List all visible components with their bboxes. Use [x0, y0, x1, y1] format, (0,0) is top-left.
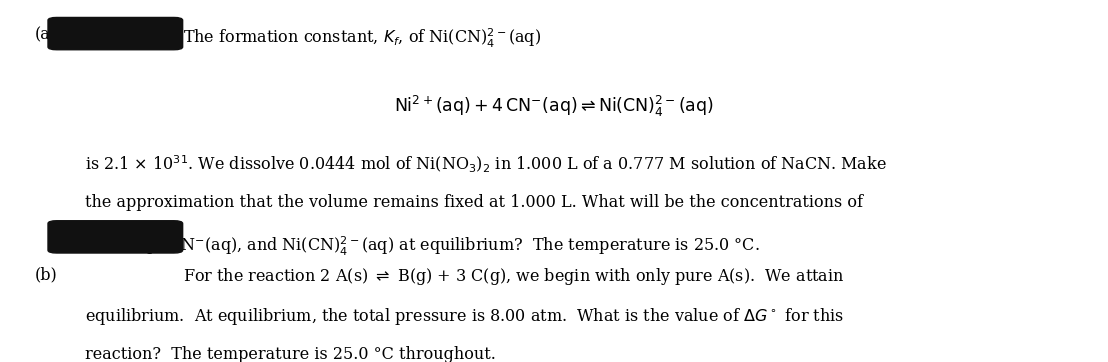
Text: (a): (a) — [35, 27, 57, 44]
Text: Ni$^{2+}$(aq), CN$^{-}$(aq), and Ni(CN)$_4^{2-}$(aq) at equilibrium?  The temper: Ni$^{2+}$(aq), CN$^{-}$(aq), and Ni(CN)$… — [85, 235, 760, 258]
Text: equilibrium.  At equilibrium, the total pressure is 8.00 atm.  What is the value: equilibrium. At equilibrium, the total p… — [85, 306, 844, 327]
Text: is 2.1 $\times$ 10$^{31}$. We dissolve 0.0444 mol of Ni(NO$_3$)$_2$ in 1.000 L o: is 2.1 $\times$ 10$^{31}$. We dissolve 0… — [85, 155, 886, 176]
Text: For the reaction 2 A(s) $\rightleftharpoons$ B(g) + 3 C(g), we begin with only p: For the reaction 2 A(s) $\rightleftharpo… — [183, 266, 844, 287]
FancyBboxPatch shape — [48, 221, 183, 253]
Text: The formation constant, $K_f$, of Ni(CN)$_4^{2-}$(aq): The formation constant, $K_f$, of Ni(CN)… — [183, 27, 541, 50]
FancyBboxPatch shape — [48, 17, 183, 50]
Text: the approximation that the volume remains fixed at 1.000 L. What will be the con: the approximation that the volume remain… — [85, 194, 863, 211]
Text: $\mathrm{Ni}^{2+}$$\mathrm{(aq) + 4\, CN}^{-}$$\mathrm{(aq) \rightleftharpoons N: $\mathrm{Ni}^{2+}$$\mathrm{(aq) + 4\, CN… — [394, 94, 714, 119]
Text: reaction?  The temperature is 25.0 °C throughout.: reaction? The temperature is 25.0 °C thr… — [85, 346, 495, 362]
Text: (b): (b) — [35, 266, 58, 283]
